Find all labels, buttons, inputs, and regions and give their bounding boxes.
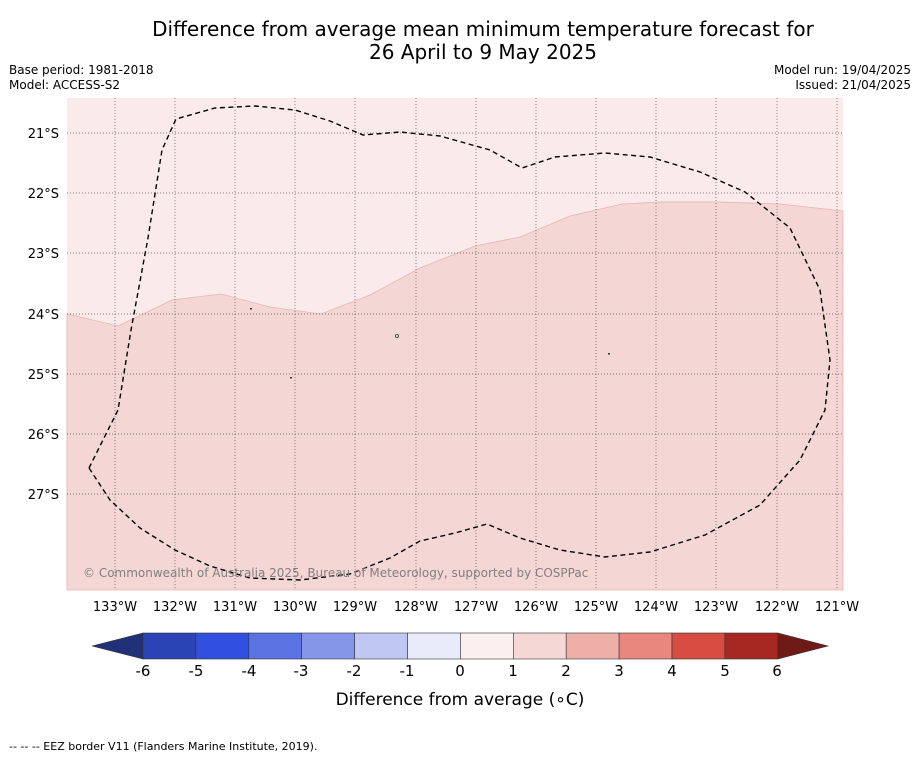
base-period-text: Base period: 1981-2018 (9, 63, 154, 77)
lat-label: 25°S (28, 368, 59, 383)
map-title: Difference from average mean minimum tem… (0, 18, 919, 64)
colorbar-swatch (195, 632, 250, 660)
colorbar-swatch (618, 632, 673, 660)
model-run-text: Model run: 19/04/2025 (773, 63, 911, 77)
colorbar-swatch (301, 632, 355, 660)
lon-label: 130°W (273, 600, 317, 615)
colorbar-tick-label: 0 (455, 662, 465, 680)
lon-label: 131°W (213, 600, 257, 615)
colorbar-tick-label: 3 (614, 662, 624, 680)
colorbar-tick-label: -6 (136, 662, 151, 680)
colorbar-tick-label: 1 (508, 662, 518, 680)
latitude-labels: 21°S 22°S 23°S 24°S 25°S 26°S 27°S (28, 127, 59, 503)
map-panel: © Commonwealth of Australia 2025, Bureau… (66, 98, 844, 591)
colorbar-label: Difference from average (∘C) (336, 690, 585, 710)
longitude-labels: 133°W 132°W 131°W 130°W 129°W 128°W 127°… (93, 600, 859, 615)
lon-label: 132°W (153, 600, 197, 615)
colorbar-tick-label: -5 (189, 662, 204, 680)
meta-right: Model run: 19/04/2025 Issued: 21/04/2025 (774, 63, 911, 93)
anomaly-1-to-2-region (66, 201, 844, 591)
colorbar-tick-label: 5 (720, 662, 730, 680)
colorbar-swatch (142, 632, 197, 660)
lon-label: 128°W (394, 600, 438, 615)
title-line-2: 26 April to 9 May 2025 (369, 40, 597, 64)
island-markers (250, 308, 610, 379)
lat-label: 22°S (28, 187, 59, 202)
colorbar-swatch (671, 632, 726, 660)
colorbar-extend-low (91, 632, 144, 660)
lat-label: 24°S (28, 308, 59, 323)
colorbar-swatch (565, 632, 620, 660)
lat-label: 23°S (28, 247, 59, 262)
colorbar-swatch (512, 632, 567, 660)
lon-label: 126°W (514, 600, 558, 615)
colorbar-tick-label: -1 (400, 662, 415, 680)
lon-label: 129°W (333, 600, 377, 615)
lon-label: 124°W (634, 600, 678, 615)
colorbar-ticks: -6 -5 -4 -3 -2 -1 0 1 2 3 4 5 6 (136, 662, 782, 680)
lon-label: 121°W (815, 600, 859, 615)
lon-label: 125°W (574, 600, 618, 615)
lat-label: 26°S (28, 428, 59, 443)
colorbar-extend-high (777, 632, 830, 660)
colorbar-tick-label: 6 (772, 662, 782, 680)
colorbar-swatch (460, 632, 514, 660)
eez-border (88, 105, 831, 581)
meta-left: Base period: 1981-2018 Model: ACCESS-S2 (9, 63, 154, 93)
colorbar-swatches (91, 632, 830, 660)
title-line-1: Difference from average mean minimum tem… (152, 17, 814, 41)
model-text: Model: ACCESS-S2 (9, 78, 121, 92)
colorbar-tick-label: -3 (294, 662, 309, 680)
colorbar-swatch (407, 632, 461, 660)
colorbar-swatch (724, 632, 779, 660)
issued-text: Issued: 21/04/2025 (795, 78, 911, 92)
lon-label: 122°W (755, 600, 799, 615)
lon-label: 123°W (694, 600, 738, 615)
colorbar-swatch (248, 632, 303, 660)
lon-label: 127°W (454, 600, 498, 615)
lon-label: 133°W (93, 600, 137, 615)
colorbar-swatch (354, 632, 408, 660)
lat-label: 27°S (28, 488, 59, 503)
colorbar-tick-label: -4 (242, 662, 257, 680)
colorbar-tick-label: -2 (347, 662, 362, 680)
lat-label: 21°S (28, 127, 59, 142)
colorbar: -6 -5 -4 -3 -2 -1 0 1 2 3 4 5 6 Differen… (91, 632, 830, 710)
colorbar-tick-label: 2 (561, 662, 571, 680)
copyright-text: © Commonwealth of Australia 2025, Bureau… (83, 566, 588, 580)
eez-legend-note: -- -- -- EEZ border V11 (Flanders Marine… (9, 740, 318, 753)
graticule (67, 98, 843, 590)
colorbar-tick-label: 4 (667, 662, 677, 680)
